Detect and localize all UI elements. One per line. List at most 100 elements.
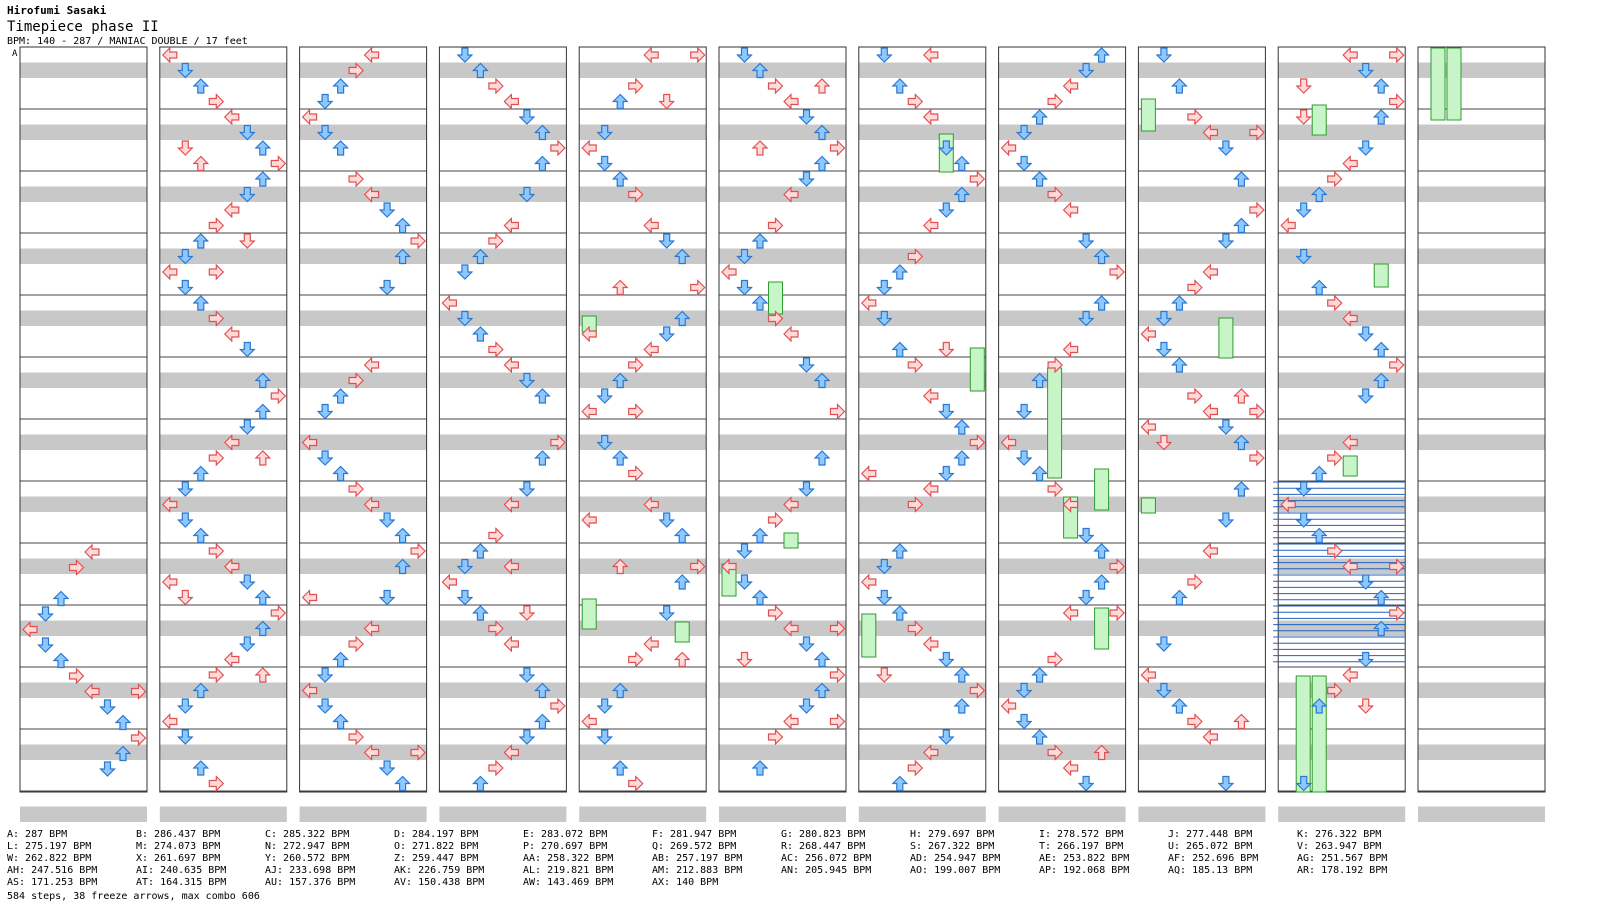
bpm-entry: N: 272.947 BPM bbox=[265, 841, 350, 852]
freeze-arrow bbox=[768, 281, 783, 315]
freeze-arrow bbox=[969, 347, 985, 392]
bpm-column: J: 277.448 BPM U: 265.072 BPM AF: 252.696 … bbox=[1168, 829, 1297, 889]
freeze-arrow bbox=[1446, 47, 1462, 121]
bpm-entry: AR: 178.192 BPM bbox=[1297, 865, 1388, 876]
bpm-entry: T: 266.197 BPM bbox=[1039, 841, 1124, 852]
bpm-entry: E: 283.072 BPM bbox=[523, 829, 608, 840]
bpm-entry: C: 285.322 BPM bbox=[265, 829, 350, 840]
bpm-column: G: 280.823 BPM R: 268.447 BPM AC: 256.072 … bbox=[781, 829, 910, 889]
bpm-entry: AV: 150.438 BPM bbox=[394, 877, 485, 888]
bpm-entry: A: 287 BPM bbox=[7, 829, 68, 840]
freeze-arrow bbox=[674, 621, 690, 643]
chart-info: BPM: 140 - 287 / MANIAC DOUBLE / 17 feet bbox=[7, 36, 248, 47]
bpm-column: C: 285.322 BPM N: 272.947 BPM Y: 260.572 B… bbox=[265, 829, 394, 889]
bpm-entry: AG: 251.567 BPM bbox=[1297, 853, 1388, 864]
bpm-entry: AN: 205.945 BPM bbox=[781, 865, 872, 876]
bpm-entry: AB: 257.197 BPM bbox=[652, 853, 743, 864]
freeze-arrow bbox=[581, 598, 597, 630]
bpm-entry: V: 263.947 BPM bbox=[1297, 841, 1382, 852]
start-marker: A bbox=[12, 49, 18, 59]
freeze-arrow bbox=[861, 613, 877, 658]
bpm-entry: D: 284.197 BPM bbox=[394, 829, 479, 840]
bpm-column: K: 276.322 BPM V: 263.947 BPM AG: 251.567 … bbox=[1297, 829, 1426, 889]
freeze-arrow bbox=[1140, 98, 1156, 132]
bpm-entry: L: 275.197 BPM bbox=[7, 841, 92, 852]
song-title: Timepiece phase II bbox=[7, 19, 159, 35]
bpm-entry: AJ: 233.698 BPM bbox=[265, 865, 356, 876]
freeze-arrow bbox=[1430, 47, 1446, 121]
bpm-column: B: 286.437 BPM M: 274.073 BPM X: 261.697 B… bbox=[136, 829, 265, 889]
freeze-arrow bbox=[1140, 497, 1156, 514]
chart-column bbox=[299, 46, 428, 822]
bpm-entry: AA: 258.322 BPM bbox=[523, 853, 614, 864]
bpm-entry: I: 278.572 BPM bbox=[1039, 829, 1124, 840]
chart-column bbox=[19, 46, 148, 822]
bpm-entry: AF: 252.696 BPM bbox=[1168, 853, 1259, 864]
chart-column bbox=[578, 46, 707, 822]
bpm-entry: Y: 260.572 BPM bbox=[265, 853, 350, 864]
bpm-entry: AT: 164.315 BPM bbox=[136, 877, 227, 888]
bpm-entry: G: 280.823 BPM bbox=[781, 829, 866, 840]
chart-column bbox=[438, 46, 567, 822]
bpm-entry: Z: 259.447 BPM bbox=[394, 853, 479, 864]
bpm-entry: AW: 143.469 BPM bbox=[523, 877, 614, 888]
bpm-entry: Q: 269.572 BPM bbox=[652, 841, 737, 852]
bpm-entry: AL: 219.821 BPM bbox=[523, 865, 614, 876]
freeze-arrow bbox=[1094, 468, 1110, 511]
chart-column bbox=[998, 46, 1127, 822]
bpm-entry: U: 265.072 BPM bbox=[1168, 841, 1253, 852]
bpm-entry: F: 281.947 BPM bbox=[652, 829, 737, 840]
chart-column bbox=[159, 46, 288, 822]
bpm-entry: AX: 140 BPM bbox=[652, 877, 719, 888]
bpm-entry: AI: 240.635 BPM bbox=[136, 865, 227, 876]
author-name: Hirofumi Sasaki bbox=[7, 4, 107, 17]
bpm-entry: AD: 254.947 BPM bbox=[910, 853, 1001, 864]
bpm-entry: B: 286.437 BPM bbox=[136, 829, 221, 840]
bpm-entry: AC: 256.072 BPM bbox=[781, 853, 872, 864]
chart-column bbox=[1417, 46, 1546, 822]
chart-column bbox=[718, 46, 847, 822]
chart-footer: A: 287 BPM L: 275.197 BPM W: 262.822 BPM AH… bbox=[7, 829, 1426, 903]
bpm-entry: X: 261.697 BPM bbox=[136, 853, 221, 864]
freeze-arrow bbox=[1094, 607, 1110, 650]
freeze-arrow bbox=[1373, 263, 1389, 288]
chart-column bbox=[1277, 46, 1406, 822]
bpm-entry: AU: 157.376 BPM bbox=[265, 877, 356, 888]
freeze-arrow bbox=[1295, 675, 1311, 793]
freeze-arrow bbox=[783, 532, 799, 549]
chart-header: Hirofumi Sasaki Timepiece phase II BPM: … bbox=[7, 4, 248, 48]
freeze-arrow bbox=[1342, 455, 1358, 477]
bpm-entry: AM: 212.883 BPM bbox=[652, 865, 743, 876]
bpm-entry: W: 262.822 BPM bbox=[7, 853, 92, 864]
freeze-arrow bbox=[1047, 367, 1063, 479]
bpm-entry: O: 271.822 BPM bbox=[394, 841, 479, 852]
bpm-entry: M: 274.073 BPM bbox=[136, 841, 221, 852]
bpm-entry: AH: 247.516 BPM bbox=[7, 865, 98, 876]
step-chart: A bbox=[12, 46, 1546, 822]
bpm-entry: AK: 226.759 BPM bbox=[394, 865, 485, 876]
bpm-entry: AE: 253.822 BPM bbox=[1039, 853, 1130, 864]
bpm-entry: S: 267.322 BPM bbox=[910, 841, 995, 852]
bpm-column: E: 283.072 BPM P: 270.697 BPM AA: 258.322 … bbox=[523, 829, 652, 889]
bpm-entry: AO: 199.007 BPM bbox=[910, 865, 1001, 876]
freeze-arrow bbox=[1311, 104, 1327, 136]
bpm-entry: J: 277.448 BPM bbox=[1168, 829, 1253, 840]
bpm-entry: H: 279.697 BPM bbox=[910, 829, 995, 840]
bpm-column: A: 287 BPM L: 275.197 BPM W: 262.822 BPM AH… bbox=[7, 829, 136, 889]
bpm-column: H: 279.697 BPM S: 267.322 BPM AD: 254.947 … bbox=[910, 829, 1039, 889]
bpm-column: F: 281.947 BPM Q: 269.572 BPM AB: 257.197 … bbox=[652, 829, 781, 889]
chart-column bbox=[1137, 46, 1266, 822]
freeze-arrow bbox=[1311, 675, 1327, 793]
bpm-entry: K: 276.322 BPM bbox=[1297, 829, 1382, 840]
chart-column bbox=[858, 46, 987, 822]
bpm-entry: R: 268.447 BPM bbox=[781, 841, 866, 852]
chart-summary: 584 steps, 38 freeze arrows, max combo 6… bbox=[7, 891, 260, 902]
bpm-column: D: 284.197 BPM O: 271.822 BPM Z: 259.447 B… bbox=[394, 829, 523, 889]
bpm-column: I: 278.572 BPM T: 266.197 BPM AE: 253.822 … bbox=[1039, 829, 1168, 889]
bpm-entry: AQ: 185.13 BPM bbox=[1168, 865, 1253, 876]
bpm-entry: P: 270.697 BPM bbox=[523, 841, 608, 852]
freeze-arrow bbox=[1218, 317, 1234, 359]
bpm-entry: AP: 192.068 BPM bbox=[1039, 865, 1130, 876]
bpm-entry: AS: 171.253 BPM bbox=[7, 877, 98, 888]
bpm-table: A: 287 BPM L: 275.197 BPM W: 262.822 BPM AH… bbox=[7, 829, 1426, 889]
